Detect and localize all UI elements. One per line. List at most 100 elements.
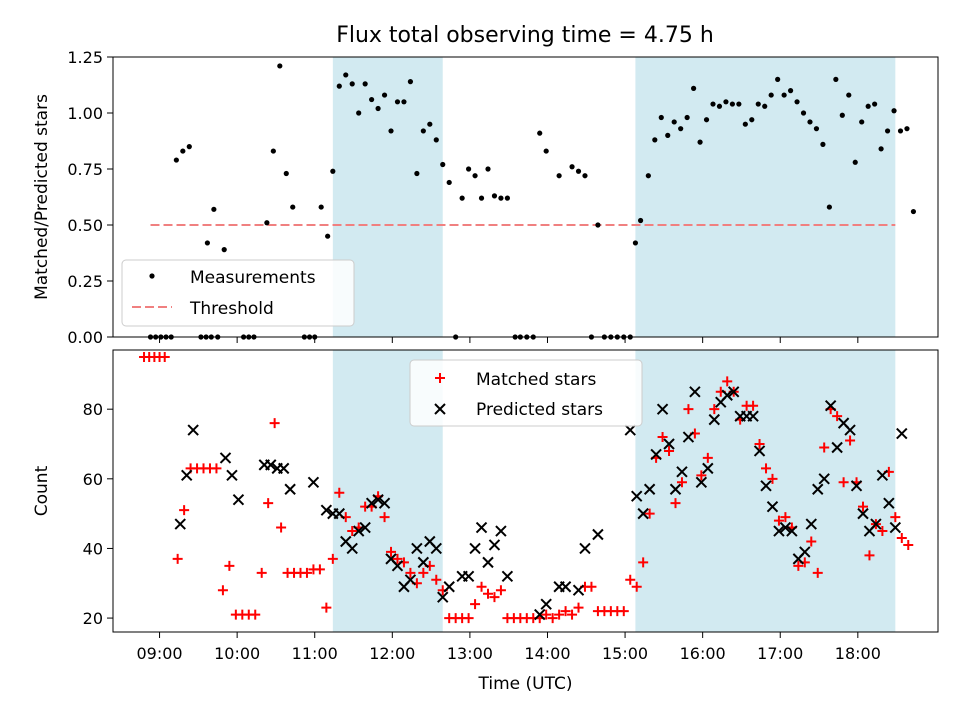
matched-point: [476, 581, 487, 592]
top-legend: Measurements Threshold: [121, 259, 355, 327]
predicted-point: [766, 500, 779, 513]
measurement-point: [749, 117, 755, 123]
matched-point: [554, 609, 565, 620]
measurement-point: [204, 240, 210, 246]
matched-point: [838, 477, 849, 488]
matched-point: [172, 553, 183, 564]
measurement-point: [427, 121, 433, 127]
legend-predicted-label: Predicted stars: [476, 400, 603, 420]
matched-point: [896, 533, 907, 543]
measurement-point: [884, 128, 891, 134]
predicted-point: [883, 497, 895, 509]
measurement-point: [283, 170, 289, 177]
xtick-label: 15:00: [602, 644, 648, 663]
matched-point: [250, 609, 261, 620]
matched-point: [845, 435, 856, 446]
predicted-point: [352, 525, 365, 537]
measurement-point: [846, 92, 852, 98]
predicted-point: [753, 445, 766, 457]
predicted-point: [857, 507, 869, 520]
predicted-point: [187, 424, 199, 436]
predicted-point: [850, 480, 863, 492]
measurement-point: [325, 233, 331, 239]
measurement-point: [575, 168, 582, 174]
measurement-point: [537, 130, 543, 136]
matched-point: [767, 473, 778, 484]
predicted-point: [747, 410, 759, 422]
predicted-point: [824, 399, 837, 412]
measurement-point: [755, 101, 761, 107]
measurement-point: [891, 108, 897, 114]
predicted-point: [277, 462, 290, 475]
matched-point: [567, 609, 578, 620]
matched-point: [495, 585, 506, 596]
matched-point: [832, 411, 843, 422]
matched-point: [676, 477, 687, 488]
xlabel: Time (UTC): [478, 674, 573, 694]
measurement-point: [369, 96, 375, 103]
matched-point: [864, 550, 875, 561]
xtick-label: 13:00: [447, 644, 493, 663]
predicted-point: [779, 521, 792, 534]
measurement-point: [186, 144, 192, 150]
measurement-point: [556, 173, 562, 179]
predicted-point: [702, 462, 714, 475]
matched-point: [748, 400, 759, 411]
matched-point: [664, 445, 675, 456]
predicted-point: [643, 483, 656, 495]
matched-point: [890, 512, 901, 523]
predicted-point: [359, 521, 371, 534]
predicted-point: [773, 525, 785, 537]
bottom-series-1: [174, 386, 908, 621]
predicted-point: [443, 581, 455, 593]
measurement-point: [264, 220, 270, 226]
predicted-point: [896, 427, 908, 440]
matched-point: [321, 602, 332, 613]
matched-point: [211, 463, 222, 474]
predicted-point: [219, 452, 232, 464]
measurement-point: [375, 105, 381, 112]
measurement-point: [910, 208, 917, 215]
measurement-point: [330, 168, 336, 174]
bottom-ytick-label: 40: [83, 539, 103, 558]
top-axes-frame: [112, 56, 939, 338]
measurement-point: [852, 159, 858, 165]
matched-point: [224, 560, 235, 571]
matched-point: [773, 515, 784, 526]
predicted-point: [689, 386, 701, 398]
matched-point: [806, 536, 817, 547]
predicted-point: [320, 504, 333, 516]
matched-point: [618, 606, 629, 617]
measurement-point: [645, 173, 651, 179]
xtick-label: 10:00: [214, 644, 260, 663]
measurement-point: [729, 101, 735, 107]
measurement-point: [211, 206, 217, 212]
matched-point: [392, 553, 403, 564]
measurement-point: [485, 166, 491, 172]
matched-point: [586, 581, 597, 592]
matched-point: [858, 501, 868, 512]
predicted-point: [501, 570, 514, 583]
predicted-point: [669, 483, 682, 495]
measurement-point: [800, 110, 807, 116]
measurement-point: [872, 101, 878, 107]
predicted-point: [346, 542, 358, 555]
bottom-legend: Matched stars Predicted stars: [409, 359, 643, 427]
bottom-ylabel: Count: [32, 465, 52, 516]
measurement-point: [180, 148, 186, 154]
predicted-point: [805, 518, 817, 530]
measurement-point: [478, 195, 485, 201]
predicted-point: [592, 528, 604, 541]
predicted-point: [870, 518, 882, 530]
measurement-point: [878, 146, 884, 152]
measurement-point: [762, 103, 768, 109]
matched-point: [489, 592, 500, 603]
matched-point: [431, 574, 442, 585]
predicted-point: [495, 525, 507, 537]
top-series-0: [147, 63, 917, 340]
matched-point: [625, 574, 636, 585]
measurement-point: [381, 92, 388, 98]
measurement-point: [414, 170, 420, 177]
measurement-point: [632, 240, 639, 246]
xtick-label: 14:00: [524, 644, 570, 663]
